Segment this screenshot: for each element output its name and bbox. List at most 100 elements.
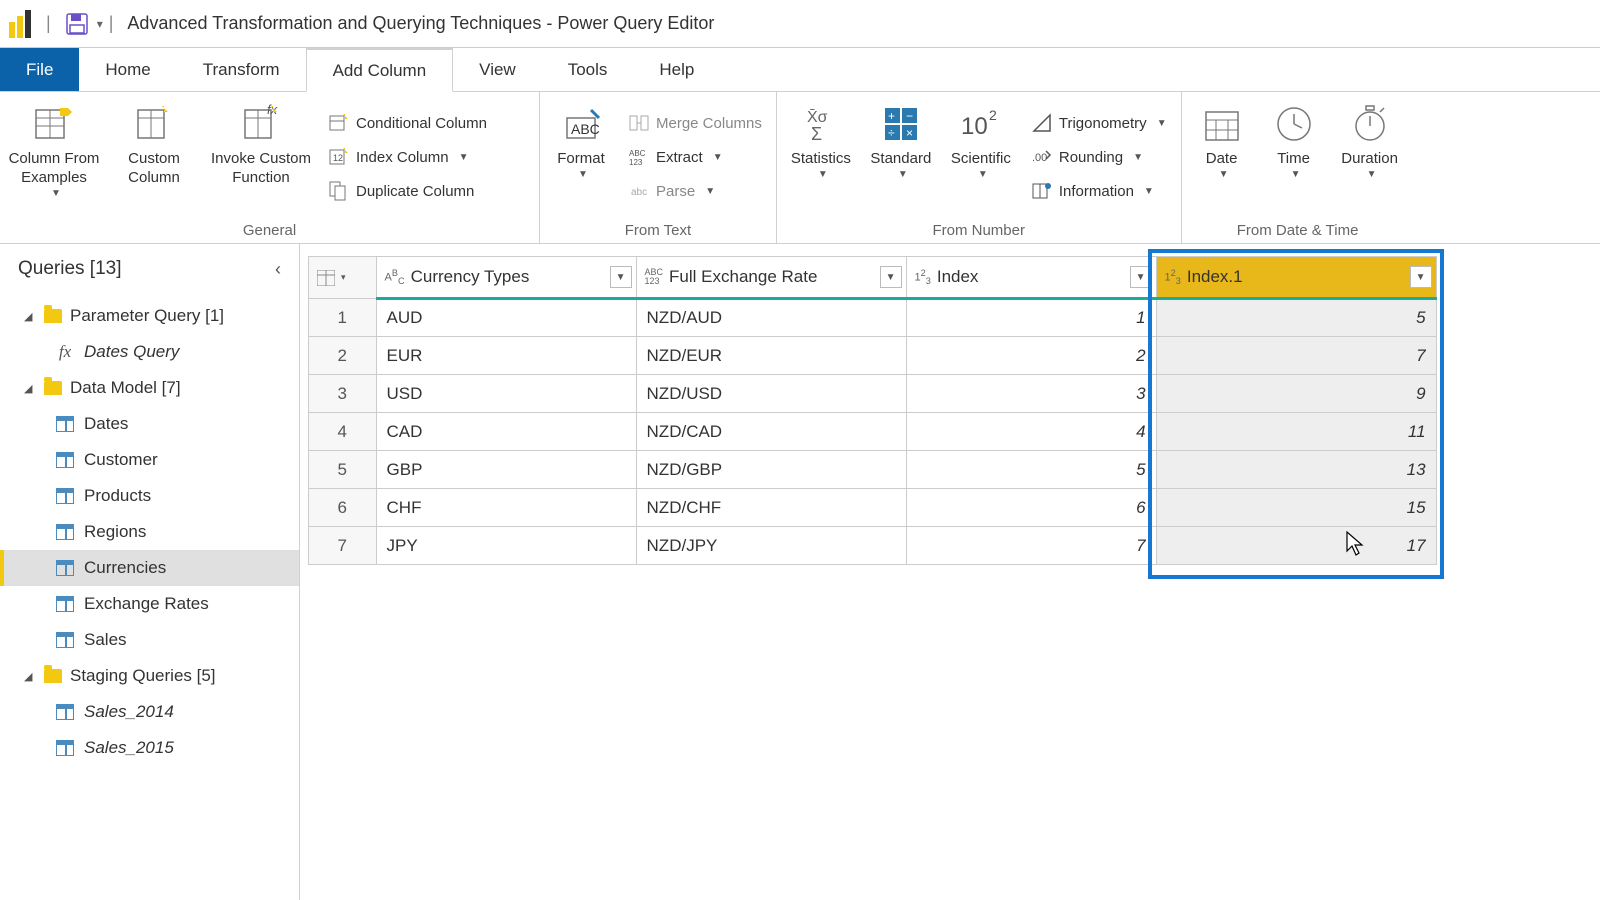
table-row[interactable]: 7 JPY NZD/JPY 7 17: [309, 527, 1437, 565]
table-corner[interactable]: ▾: [309, 257, 377, 299]
dropdown-caret-icon: ▼: [894, 169, 908, 182]
cell-index1[interactable]: 5: [1156, 299, 1436, 337]
cell-index1[interactable]: 7: [1156, 337, 1436, 375]
cell-currency[interactable]: GBP: [376, 451, 636, 489]
tab-view[interactable]: View: [453, 48, 542, 91]
cell-index1[interactable]: 17: [1156, 527, 1436, 565]
conditional-column-icon: [328, 112, 350, 134]
time-label: Time: [1277, 150, 1310, 169]
cell-exchange[interactable]: NZD/CHF: [636, 489, 906, 527]
tab-tools[interactable]: Tools: [542, 48, 634, 91]
cell-currency[interactable]: EUR: [376, 337, 636, 375]
table-row[interactable]: 4 CAD NZD/CAD 4 11: [309, 413, 1437, 451]
ribbon-group-label: From Text: [546, 218, 770, 243]
table-row[interactable]: 5 GBP NZD/GBP 5 13: [309, 451, 1437, 489]
invoke-custom-function-button[interactable]: fx Invoke Custom Function: [206, 96, 316, 188]
column-filter-button[interactable]: ▼: [880, 266, 902, 288]
standard-button[interactable]: +−÷× Standard ▼: [863, 96, 939, 181]
column-filter-button[interactable]: ▼: [1410, 266, 1432, 288]
tree-item[interactable]: Sales_2014: [0, 694, 299, 730]
duplicate-column-button[interactable]: Duplicate Column: [320, 176, 495, 206]
svg-text:−: −: [906, 109, 913, 123]
table-row[interactable]: 6 CHF NZD/CHF 6 15: [309, 489, 1437, 527]
tree-folder[interactable]: ◢Staging Queries [5]: [0, 658, 299, 694]
cell-index[interactable]: 4: [906, 413, 1156, 451]
information-button[interactable]: Information ▼: [1023, 176, 1175, 206]
parse-button[interactable]: abc Parse ▼: [620, 176, 770, 206]
column-header[interactable]: 123Index.1▼: [1156, 257, 1436, 299]
title-divider: |: [40, 13, 57, 34]
save-button[interactable]: [57, 13, 97, 35]
tree-item[interactable]: Exchange Rates: [0, 586, 299, 622]
tab-file[interactable]: File: [0, 48, 79, 91]
time-button[interactable]: Time ▼: [1260, 96, 1328, 181]
cell-exchange[interactable]: NZD/EUR: [636, 337, 906, 375]
column-from-examples-button[interactable]: Column From Examples ▼: [6, 96, 102, 200]
tree-item[interactable]: Sales_2015: [0, 730, 299, 766]
tab-help[interactable]: Help: [633, 48, 720, 91]
cell-index[interactable]: 5: [906, 451, 1156, 489]
table-row[interactable]: 1 AUD NZD/AUD 1 5: [309, 299, 1437, 337]
table-icon: [56, 596, 74, 612]
tab-transform[interactable]: Transform: [177, 48, 306, 91]
format-button[interactable]: ABC Format ▼: [546, 96, 616, 181]
cell-currency[interactable]: AUD: [376, 299, 636, 337]
folder-icon: [44, 381, 62, 395]
cell-exchange[interactable]: NZD/CAD: [636, 413, 906, 451]
cell-currency[interactable]: USD: [376, 375, 636, 413]
cell-exchange[interactable]: NZD/JPY: [636, 527, 906, 565]
column-header[interactable]: ABCCurrency Types▼: [376, 257, 636, 299]
rounding-button[interactable]: .00 Rounding ▼: [1023, 142, 1175, 172]
trigonometry-button[interactable]: Trigonometry ▼: [1023, 108, 1175, 138]
cell-exchange[interactable]: NZD/GBP: [636, 451, 906, 489]
cell-index[interactable]: 7: [906, 527, 1156, 565]
cell-exchange[interactable]: NZD/USD: [636, 375, 906, 413]
cell-currency[interactable]: CAD: [376, 413, 636, 451]
tab-add-column[interactable]: Add Column: [306, 48, 454, 92]
row-number: 7: [309, 527, 377, 565]
duration-button[interactable]: Duration ▼: [1332, 96, 1408, 181]
cell-index[interactable]: 3: [906, 375, 1156, 413]
tree-item[interactable]: fxDates Query: [0, 334, 299, 370]
date-button[interactable]: Date ▼: [1188, 96, 1256, 181]
cell-index1[interactable]: 11: [1156, 413, 1436, 451]
scientific-button[interactable]: 102 Scientific ▼: [943, 96, 1019, 181]
tree-folder[interactable]: ◢Parameter Query [1]: [0, 298, 299, 334]
cell-index1[interactable]: 15: [1156, 489, 1436, 527]
tree-folder[interactable]: ◢Data Model [7]: [0, 370, 299, 406]
cell-index1[interactable]: 13: [1156, 451, 1436, 489]
tree-item[interactable]: Currencies: [0, 550, 299, 586]
tree-item[interactable]: Products: [0, 478, 299, 514]
cell-index1[interactable]: 9: [1156, 375, 1436, 413]
table-row[interactable]: 2 EUR NZD/EUR 2 7: [309, 337, 1437, 375]
data-table[interactable]: ▾ABCCurrency Types▼ABC123Full Exchange R…: [308, 256, 1437, 565]
queries-sidebar: Queries [13] ‹ ◢Parameter Query [1]fxDat…: [0, 244, 300, 900]
tab-home[interactable]: Home: [79, 48, 176, 91]
statistics-button[interactable]: X̄σΣ Statistics ▼: [783, 96, 859, 181]
tree-item[interactable]: Customer: [0, 442, 299, 478]
column-header[interactable]: 123Index▼: [906, 257, 1156, 299]
extract-button[interactable]: ABC123 Extract ▼: [620, 142, 770, 172]
svg-text:10: 10: [961, 113, 988, 140]
column-header[interactable]: ABC123Full Exchange Rate▼: [636, 257, 906, 299]
type-number-icon: 123: [915, 268, 931, 286]
conditional-column-button[interactable]: Conditional Column: [320, 108, 495, 138]
tree-item[interactable]: Dates: [0, 406, 299, 442]
svg-text:÷: ÷: [888, 126, 895, 140]
column-filter-button[interactable]: ▼: [610, 266, 632, 288]
cell-exchange[interactable]: NZD/AUD: [636, 299, 906, 337]
tree-item[interactable]: Sales: [0, 622, 299, 658]
cell-index[interactable]: 2: [906, 337, 1156, 375]
cell-index[interactable]: 1: [906, 299, 1156, 337]
tree-item[interactable]: Regions: [0, 514, 299, 550]
cell-currency[interactable]: CHF: [376, 489, 636, 527]
column-filter-button[interactable]: ▼: [1130, 266, 1152, 288]
parse-icon: abc: [628, 180, 650, 202]
custom-column-button[interactable]: Custom Column: [106, 96, 202, 188]
table-row[interactable]: 3 USD NZD/USD 3 9: [309, 375, 1437, 413]
index-column-button[interactable]: 12 Index Column ▼: [320, 142, 495, 172]
cell-index[interactable]: 6: [906, 489, 1156, 527]
merge-columns-button[interactable]: Merge Columns: [620, 108, 770, 138]
cell-currency[interactable]: JPY: [376, 527, 636, 565]
collapse-sidebar-icon[interactable]: ‹: [275, 259, 281, 280]
